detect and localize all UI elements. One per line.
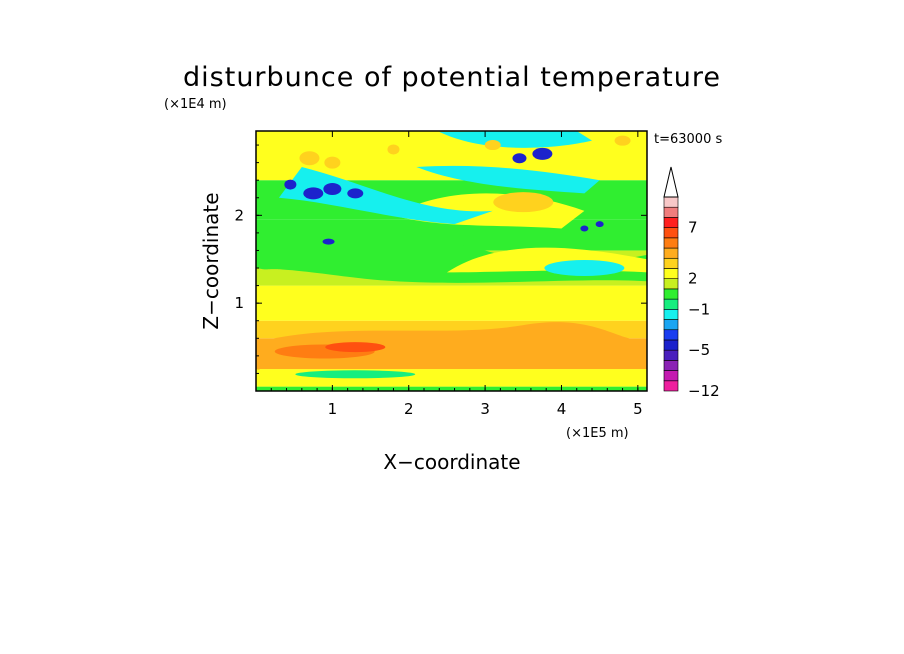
colorbar-swatch — [663, 360, 679, 371]
field-blob — [324, 156, 341, 169]
time-label: t=63000 s — [654, 132, 722, 147]
x-axis-label: X−coordinate — [383, 450, 520, 474]
x-tick-label: 1 — [328, 400, 338, 418]
x-axis: 1 2 3 4 5 — [270, 131, 643, 418]
colorbar-label: −12 — [688, 382, 720, 400]
field-blob — [256, 241, 647, 283]
field-band — [256, 386, 647, 391]
colorbar-label: 7 — [688, 219, 698, 237]
colorbar-swatch — [663, 298, 679, 310]
x-multiplier: (×1E5 m) — [566, 426, 629, 441]
plot-frame — [255, 130, 648, 392]
colorbar-swatch — [663, 257, 679, 269]
field-blob — [493, 192, 554, 213]
colorbar-swatch — [663, 380, 679, 392]
y-axis-label: Z−coordinate — [199, 192, 223, 329]
colorbar-swatch — [663, 237, 679, 249]
field-blob — [323, 182, 342, 195]
field-blob — [439, 131, 593, 148]
colorbar-label: −1 — [688, 300, 710, 318]
colorbar-swatch — [663, 329, 679, 341]
chart-title: disturbunce of potential temperature — [183, 62, 721, 93]
field-blob — [416, 165, 600, 194]
field-blob — [303, 187, 324, 200]
colorbar-swatch — [663, 339, 679, 351]
y-axis: 12 — [234, 144, 647, 374]
x-tick-label: 2 — [404, 400, 414, 418]
field-band — [256, 285, 647, 321]
colorbar-extend-arrow — [663, 166, 679, 198]
colorbar-swatch — [663, 196, 679, 208]
colorbar-swatch — [663, 206, 679, 218]
field-blob — [256, 322, 647, 370]
field-blob — [512, 153, 527, 164]
field-blob — [284, 179, 297, 190]
field-blob — [347, 188, 364, 199]
colorbar-swatch — [663, 217, 679, 228]
colorbar-swatch — [663, 370, 679, 382]
field-blob — [484, 140, 501, 151]
field-blob — [299, 151, 320, 166]
colorbar: 7 2 −1 −5 −12 — [663, 166, 720, 400]
field-blob — [325, 342, 386, 353]
colorbar-swatch — [663, 247, 679, 259]
x-tick-label: 3 — [480, 400, 490, 418]
x-tick-label: 5 — [633, 400, 643, 418]
field-blob — [322, 238, 335, 245]
field-blob — [295, 370, 416, 379]
colorbar-swatch — [663, 319, 679, 331]
field-blob — [544, 260, 625, 277]
colorbar-swatch — [663, 227, 679, 239]
colorbar-swatch — [663, 349, 679, 361]
colorbar-swatch — [663, 288, 679, 300]
x-tick-label: 4 — [557, 400, 567, 418]
colorbar-label: −5 — [688, 341, 710, 359]
colorbar-swatch — [663, 278, 679, 290]
colorbar-swatch — [663, 268, 679, 279]
y-tick-label: 1 — [234, 294, 244, 312]
colorbar-label: 2 — [688, 270, 698, 288]
field-blob — [614, 135, 631, 146]
contour-field — [256, 131, 647, 391]
field-blob — [532, 147, 553, 160]
field-blob — [580, 225, 589, 232]
field-blob — [595, 221, 604, 228]
colorbar-swatch — [663, 309, 679, 320]
y-tick-label: 2 — [234, 206, 244, 224]
field-blob — [387, 144, 400, 155]
field-blob — [278, 167, 493, 225]
y-multiplier: (×1E4 m) — [164, 97, 227, 112]
